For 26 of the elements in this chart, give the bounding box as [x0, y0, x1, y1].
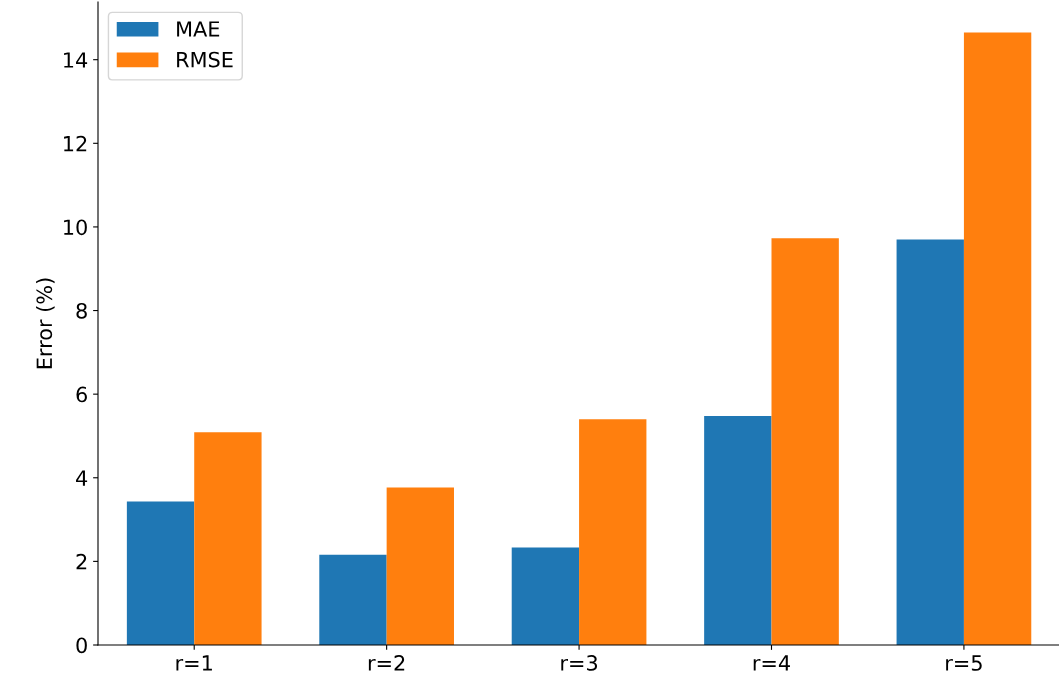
bar: [771, 238, 839, 645]
y-tick-label: 10: [64, 219, 87, 236]
y-tick-label: 8: [76, 302, 87, 319]
legend-label: MAE: [177, 21, 220, 37]
y-tick-label: 2: [76, 553, 87, 570]
y-axis-title: Error (%): [36, 278, 55, 369]
bar: [386, 487, 454, 645]
x-tick-label: r=1: [176, 655, 212, 671]
bar: [194, 432, 262, 645]
bar: [704, 415, 772, 645]
legend-label: RMSE: [177, 51, 233, 68]
x-tick-label: r=3: [561, 655, 598, 671]
y-tick-label: 0: [76, 637, 87, 654]
x-tick-label: r=4: [753, 655, 790, 671]
y-tick-label: 12: [64, 135, 87, 152]
bar: [126, 501, 195, 645]
y-tick-label: 14: [64, 52, 88, 68]
bar: [579, 419, 647, 645]
bar: [319, 554, 387, 645]
x-tick-label: r=5: [946, 655, 982, 671]
y-tick-label: 6: [76, 386, 87, 403]
bar: [896, 239, 964, 645]
bar: [963, 32, 1032, 645]
x-tick-label: r=2: [368, 655, 405, 671]
y-tick-label: 4: [76, 470, 88, 486]
bar: [511, 547, 580, 645]
